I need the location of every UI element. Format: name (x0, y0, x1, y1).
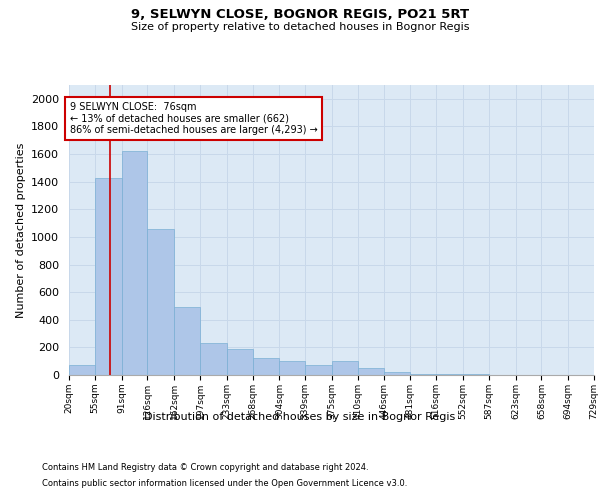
Bar (95, 178, 122, 375)
Bar (200, 343, 227, 375)
Bar (122, 152, 148, 375)
Bar (410, 374, 436, 375)
Text: Contains HM Land Registry data © Crown copyright and database right 2024.: Contains HM Land Registry data © Crown c… (42, 462, 368, 471)
Bar (332, 361, 358, 375)
Bar (305, 364, 332, 375)
Bar (279, 361, 305, 375)
Text: 9, SELWYN CLOSE, BOGNOR REGIS, PO21 5RT: 9, SELWYN CLOSE, BOGNOR REGIS, PO21 5RT (131, 8, 469, 20)
Bar (227, 349, 253, 375)
Bar (253, 358, 279, 375)
Y-axis label: Number of detached properties: Number of detached properties (16, 142, 26, 318)
Bar (148, 228, 174, 375)
Bar (69, 364, 95, 375)
Bar (463, 374, 489, 375)
Text: Distribution of detached houses by size in Bognor Regis: Distribution of detached houses by size … (145, 412, 455, 422)
Text: Size of property relative to detached houses in Bognor Regis: Size of property relative to detached ho… (131, 22, 469, 32)
Bar (174, 308, 200, 375)
Bar (385, 372, 410, 375)
Text: Contains public sector information licensed under the Open Government Licence v3: Contains public sector information licen… (42, 479, 407, 488)
Bar (358, 368, 385, 375)
Bar (436, 374, 463, 375)
Text: 9 SELWYN CLOSE:  76sqm
← 13% of detached houses are smaller (662)
86% of semi-de: 9 SELWYN CLOSE: 76sqm ← 13% of detached … (70, 102, 317, 135)
